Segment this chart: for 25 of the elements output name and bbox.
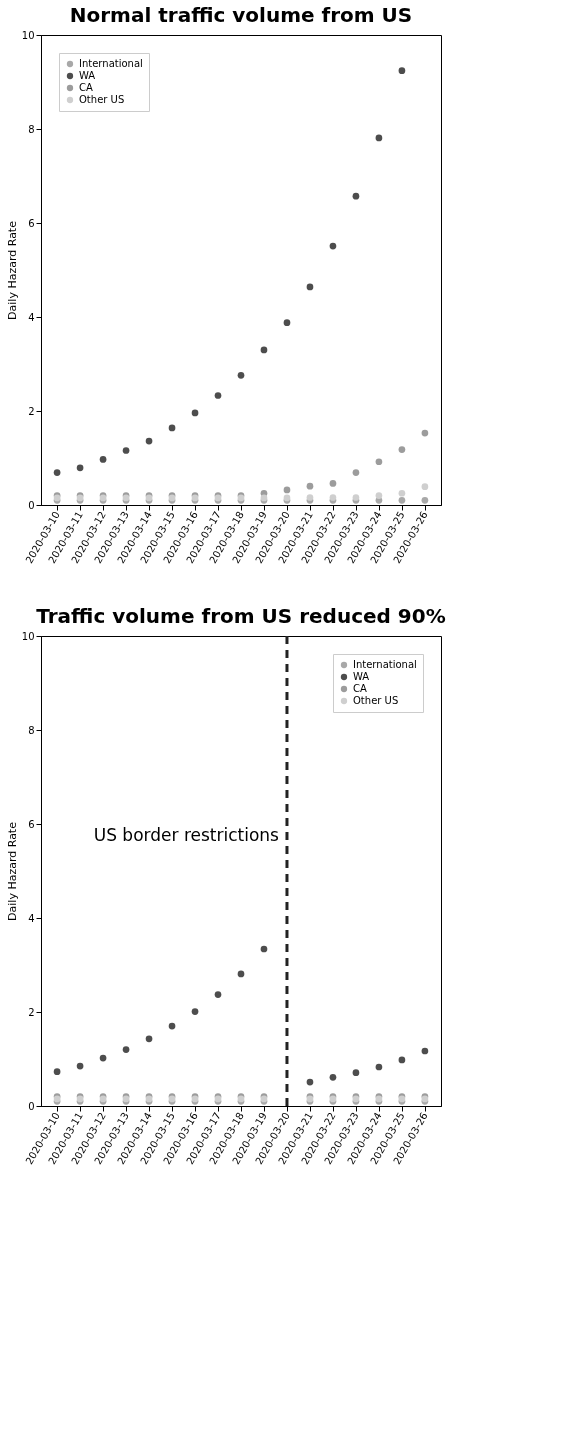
chart-title: Normal traffic volume from US	[69, 3, 413, 27]
y-axis-title: Daily Hazard Rate	[5, 821, 19, 921]
y-tick-label: 8	[28, 724, 35, 736]
legend-label: WA	[79, 70, 96, 81]
legend-label: CA	[79, 82, 93, 93]
chart-title: Traffic volume from US reduced 90%	[36, 604, 446, 628]
y-tick-label: 6	[28, 217, 35, 229]
y-tick-label: 6	[28, 818, 35, 830]
y-tick-label: 10	[21, 29, 35, 41]
legend-label: International	[79, 58, 143, 69]
y-tick-label: 8	[28, 123, 35, 135]
y-tick-label: 2	[28, 1006, 35, 1018]
legend-label: Other US	[353, 695, 399, 706]
y-tick-label: 4	[28, 912, 35, 924]
y-tick-label: 0	[28, 499, 35, 511]
y-tick-label: 0	[28, 1100, 35, 1112]
legend-label: WA	[353, 671, 370, 682]
legend-label: CA	[353, 683, 367, 694]
y-axis-title: Daily Hazard Rate	[5, 220, 19, 320]
annotation: US border restrictions	[93, 825, 280, 845]
legend-label: Other US	[79, 94, 125, 105]
y-tick-label: 2	[28, 405, 35, 417]
y-tick-label: 4	[28, 311, 35, 323]
legend-label: International	[353, 659, 417, 670]
y-tick-label: 10	[21, 630, 35, 642]
